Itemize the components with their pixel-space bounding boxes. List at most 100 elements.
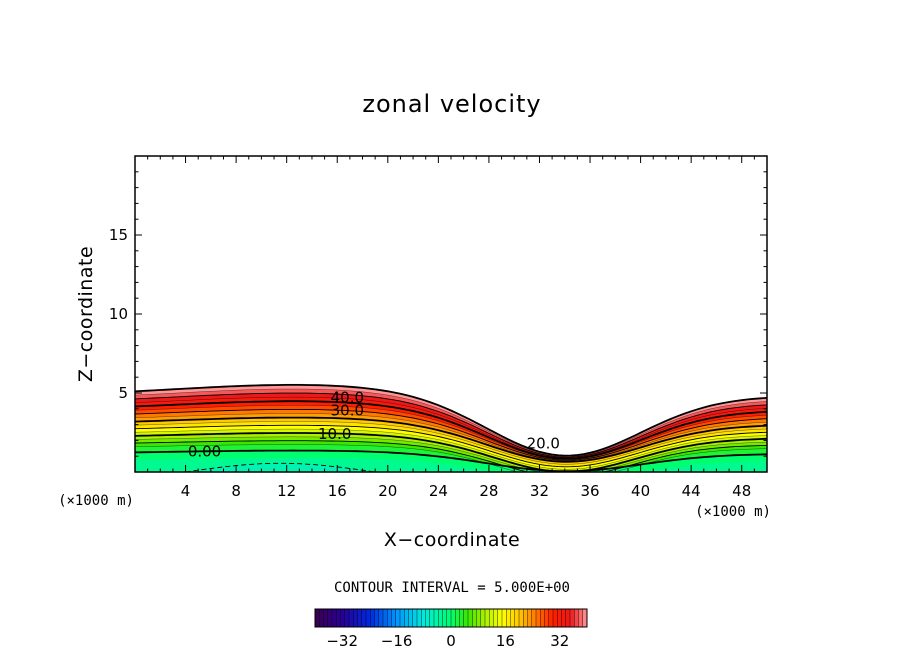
x-tick-label-36: 36: [580, 482, 599, 500]
colorbar-cell-38: [476, 608, 482, 628]
contour-line-37.5: [135, 388, 767, 457]
colorbar-tick-label--32: −32: [326, 632, 358, 650]
colorbar-cell-27: [429, 608, 435, 628]
colorbar-cell-36: [467, 608, 473, 628]
chart-title: zonal velocity: [362, 90, 541, 118]
colorbar-cell-52: [535, 608, 541, 628]
colorbar-cell-4: [331, 608, 337, 628]
contour-line-10: [135, 432, 767, 472]
contour-interval-note: CONTOUR INTERVAL = 5.000E+00: [334, 580, 570, 596]
contour-line-layer: [135, 384, 767, 472]
contour-line-7.5: [135, 436, 767, 472]
colorbar-cell-49: [523, 608, 529, 628]
colorbar-cell-19: [395, 608, 401, 628]
y-axis-label: Z−coordinate: [75, 246, 97, 382]
y-tick-label-10: 10: [109, 305, 128, 323]
colorbar-cell-59: [565, 608, 571, 628]
x-tick-label-8: 8: [231, 482, 241, 500]
colorbar-cell-45: [506, 608, 512, 628]
colorbar-cell-40: [484, 608, 490, 628]
x-tick-label-32: 32: [530, 482, 549, 500]
colorbar-cell-15: [378, 608, 384, 628]
contour-line-15: [135, 424, 767, 468]
contour-line-25: [135, 408, 767, 461]
colorbar-cell-12: [365, 608, 371, 628]
colorbar-cell-11: [361, 608, 367, 628]
contour-label-4: 0.00: [188, 442, 221, 460]
contour-label-1: 30.0: [331, 401, 364, 419]
x-tick-label-20: 20: [378, 482, 397, 500]
colorbar-cell-42: [493, 608, 499, 628]
contour-line-17.5: [135, 421, 767, 465]
contour-label-0: 40.0: [331, 389, 364, 407]
contour-line-30: [135, 400, 767, 460]
colorbar-cell-21: [404, 608, 410, 628]
contour-line-35: [135, 392, 767, 458]
colorbar-cell-16: [382, 608, 388, 628]
band-negative-core: [185, 463, 376, 472]
contour-label-3: 20.0: [527, 435, 560, 453]
colorbar-cell-2: [323, 608, 329, 628]
x-axis-label: X−coordinate: [384, 529, 520, 551]
colorbar-cell-28: [433, 608, 439, 628]
contour-line-2.5: [135, 444, 767, 472]
colorbar-cell-35: [463, 608, 469, 628]
colorbar-cell-37: [472, 608, 478, 628]
colorbar-cell-31: [446, 608, 452, 628]
colorbar-tick-labels: −32 −16 0 16 32: [326, 632, 569, 650]
contour-line-5: [135, 440, 767, 472]
colorbar-cell-61: [574, 608, 580, 628]
contour-line-20: [135, 416, 767, 463]
contour-label-layer: 40.030.0 10.0 20.0 0.00: [188, 389, 560, 461]
colorbar-cell-60: [569, 608, 575, 628]
x-tick-label-24: 24: [429, 482, 448, 500]
contour-line-27.5: [135, 405, 767, 460]
colorbar-cell-1: [319, 608, 325, 628]
colorbar-tick-label-0: 0: [446, 632, 456, 650]
colorbar-cell-30: [442, 608, 448, 628]
colorbar-cell-50: [527, 608, 533, 628]
contour-line-22.5: [135, 413, 767, 462]
colorbar-cell-23: [412, 608, 418, 628]
colorbar-frame: [314, 608, 588, 628]
colorbar-cell-13: [370, 608, 376, 628]
colorbar-cell-32: [450, 608, 456, 628]
x-tick-label-48: 48: [732, 482, 751, 500]
colorbar-cell-25: [421, 608, 427, 628]
colorbar-cell-57: [557, 608, 563, 628]
contour-line-0: [135, 449, 767, 472]
colorbar-cell-29: [438, 608, 444, 628]
colorbar-tick-label-16: 16: [496, 632, 515, 650]
colorbar-cell-20: [399, 608, 405, 628]
colorbar-cell-0: [314, 608, 320, 628]
contour-line-32.5: [135, 396, 767, 459]
colorbar-cell-3: [327, 608, 333, 628]
contour-label-2: 10.0: [318, 425, 351, 443]
colorbar-cell-58: [561, 608, 567, 628]
colorbar-cell-39: [480, 608, 486, 628]
colorbar-cell-53: [540, 608, 546, 628]
y-tick-label-15: 15: [109, 226, 128, 244]
x-tick-label-12: 12: [277, 482, 296, 500]
colorbar-cell-48: [518, 608, 524, 628]
colorbar-cell-33: [455, 608, 461, 628]
colorbar-cell-9: [353, 608, 359, 628]
colorbar-cell-22: [408, 608, 414, 628]
colorbar-cell-5: [336, 608, 342, 628]
colorbar-cell-51: [531, 608, 537, 628]
y-tick-label-5: 5: [118, 384, 128, 402]
y-tick-labels: 5 10 15: [109, 226, 128, 402]
contour-line-40: [135, 384, 767, 457]
colorbar-cell-26: [425, 608, 431, 628]
colorbar-cell-10: [357, 608, 363, 628]
colorbar-tick-label--16: −16: [381, 632, 413, 650]
colorbar-cell-41: [489, 608, 495, 628]
colorbar-cell-7: [344, 608, 350, 628]
colorbar-cell-54: [544, 608, 550, 628]
colorbar-cell-46: [510, 608, 516, 628]
colorbar-cell-17: [387, 608, 393, 628]
colorbar-cell-43: [497, 608, 503, 628]
x-tick-label-28: 28: [479, 482, 498, 500]
colorbar-cell-6: [340, 608, 346, 628]
axis-ticks: [135, 156, 767, 472]
